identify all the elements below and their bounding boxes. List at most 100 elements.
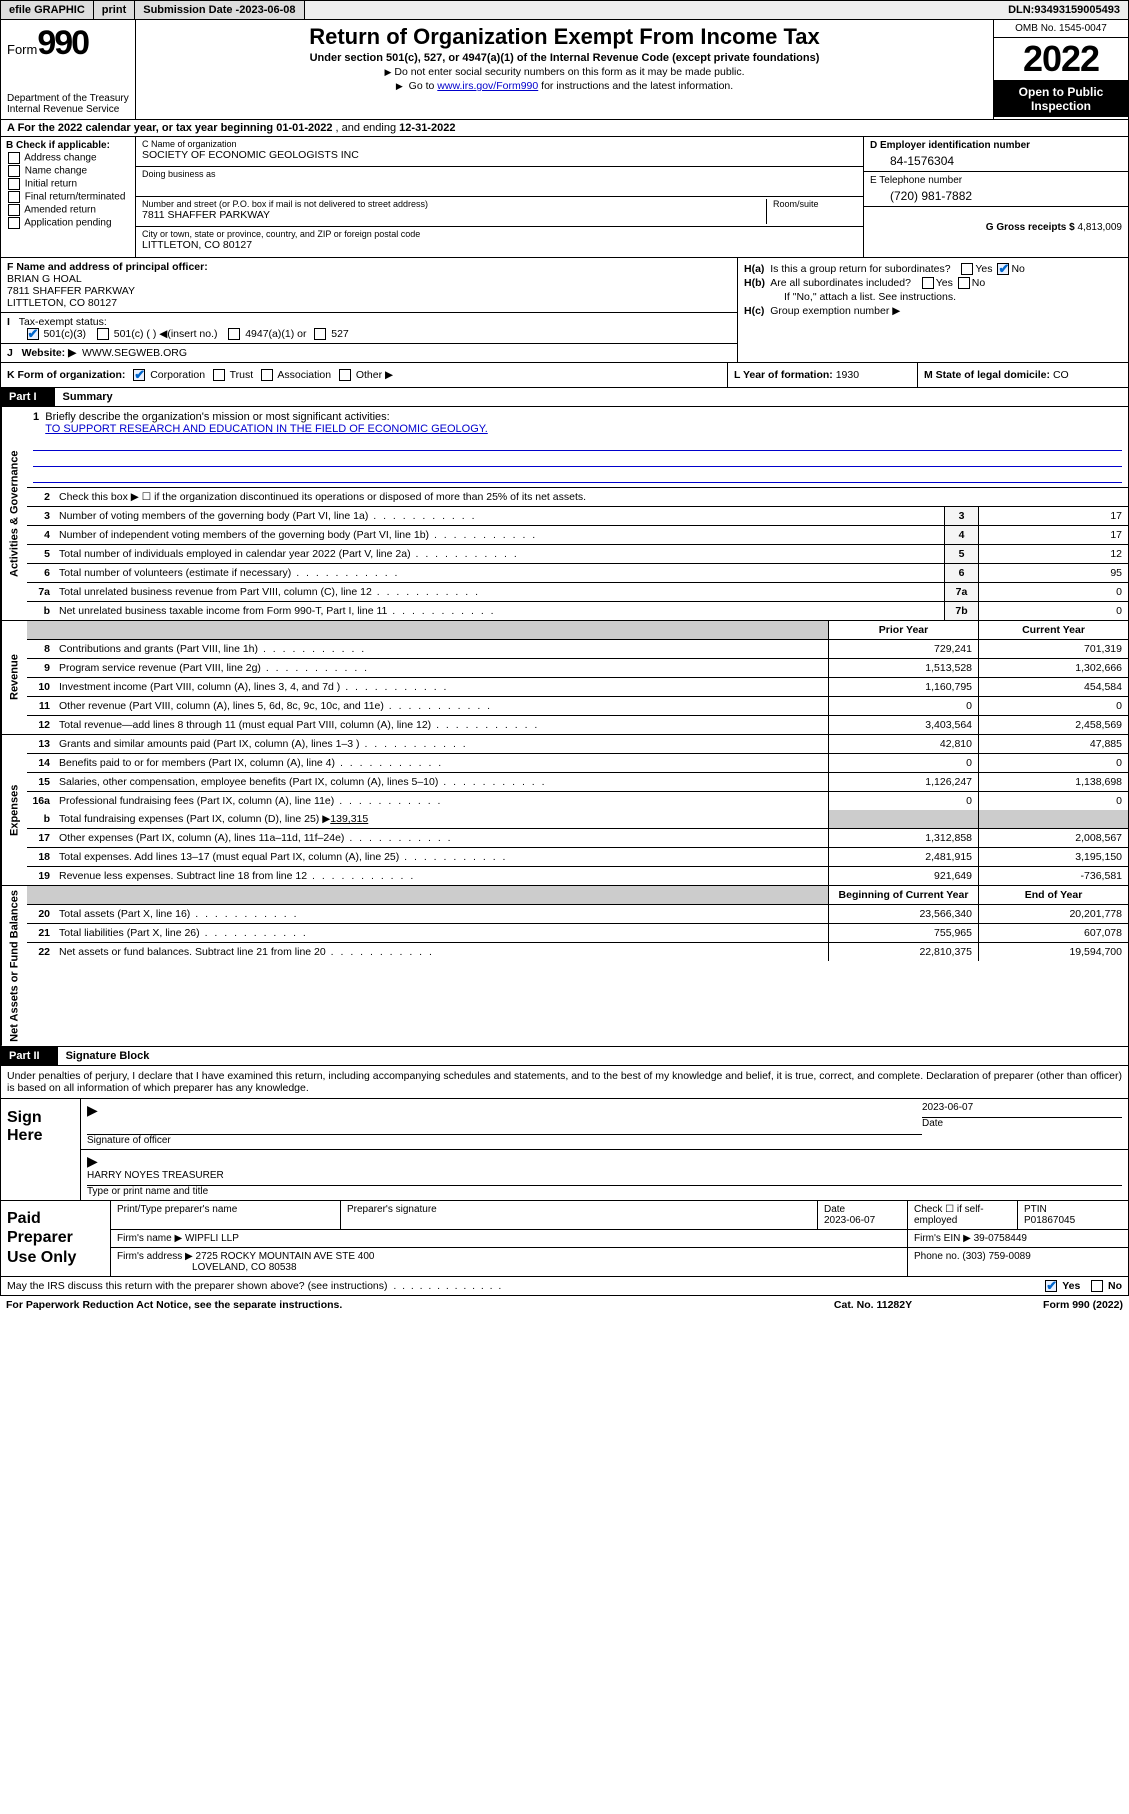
- ha-label: Is this a group return for subordinates?: [770, 263, 950, 275]
- checkbox-name-change[interactable]: [8, 165, 20, 177]
- firm-ein-label: Firm's EIN ▶: [914, 1233, 974, 1244]
- print-button[interactable]: print: [94, 1, 135, 19]
- summary-line: 21Total liabilities (Part X, line 26)755…: [27, 924, 1128, 943]
- efile-graphic-button[interactable]: efile GRAPHIC: [1, 1, 94, 19]
- summary-line: 14Benefits paid to or for members (Part …: [27, 754, 1128, 773]
- checkbox-discuss-yes[interactable]: [1045, 1280, 1057, 1292]
- expenses-section: Expenses 13Grants and similar amounts pa…: [0, 735, 1129, 886]
- year-formation: 1930: [836, 369, 859, 381]
- form-title: Return of Organization Exempt From Incom…: [144, 24, 985, 50]
- ptin-label: PTIN: [1024, 1204, 1047, 1215]
- part-ii-num: Part II: [9, 1050, 58, 1062]
- firm-name: WIPFLI LLP: [185, 1233, 239, 1244]
- officer-addr1: 7811 SHAFFER PARKWAY: [7, 285, 135, 297]
- officer-name: BRIAN G HOAL: [7, 273, 82, 285]
- vlabel-revenue: Revenue: [1, 621, 27, 734]
- tel-label: E Telephone number: [870, 175, 962, 186]
- street-address: 7811 SHAFFER PARKWAY: [142, 209, 760, 221]
- summary-line: 22Net assets or fund balances. Subtract …: [27, 943, 1128, 961]
- summary-line: 6Total number of volunteers (estimate if…: [27, 564, 1128, 583]
- note-goto-a: Go to: [409, 80, 438, 92]
- checkbox-discuss-no[interactable]: [1091, 1280, 1103, 1292]
- website-label: Website: ▶: [22, 347, 77, 359]
- discuss-footer: May the IRS discuss this return with the…: [0, 1277, 1129, 1296]
- revenue-section: Revenue Prior Year Current Year 8Contrib…: [0, 621, 1129, 735]
- part-ii-title: Signature Block: [58, 1047, 1128, 1065]
- mission-text: TO SUPPORT RESEARCH AND EDUCATION IN THE…: [45, 423, 488, 435]
- summary-line: 16aProfessional fundraising fees (Part I…: [27, 792, 1128, 810]
- sig-officer-label: Signature of officer: [87, 1135, 171, 1146]
- section-k-l-m: K Form of organization: Corporation Trus…: [0, 363, 1129, 388]
- part-ii-header: Part II Signature Block: [0, 1047, 1129, 1066]
- checkbox-4947[interactable]: [228, 328, 240, 340]
- header-left: Form990 Department of the Treasury Inter…: [1, 20, 136, 119]
- summary-line: bNet unrelated business taxable income f…: [27, 602, 1128, 620]
- summary-line: 15Salaries, other compensation, employee…: [27, 773, 1128, 792]
- section-m: M State of legal domicile: CO: [918, 363, 1128, 387]
- dln-label: DLN:: [1008, 4, 1034, 16]
- checkbox-final-return[interactable]: [8, 191, 20, 203]
- dln: DLN: 93493159005493: [1000, 1, 1128, 19]
- section-l: L Year of formation: 1930: [728, 363, 918, 387]
- dba-label: Doing business as: [142, 169, 857, 179]
- summary-line: 7aTotal unrelated business revenue from …: [27, 583, 1128, 602]
- period-mid: , and ending: [336, 122, 400, 134]
- form-subtitle: Under section 501(c), 527, or 4947(a)(1)…: [144, 52, 985, 64]
- sign-here: Sign Here Signature of officer 2023-06-0…: [0, 1099, 1129, 1201]
- b-header: B Check if applicable:: [6, 140, 110, 151]
- prep-sig-label: Preparer's signature: [341, 1201, 818, 1229]
- checkbox-other[interactable]: [339, 369, 351, 381]
- firm-addr1: 2725 ROCKY MOUNTAIN AVE STE 400: [196, 1251, 375, 1262]
- summary-line: 9Program service revenue (Part VIII, lin…: [27, 659, 1128, 678]
- section-c: C Name of organization SOCIETY OF ECONOM…: [136, 137, 863, 257]
- vlabel-net-assets: Net Assets or Fund Balances: [1, 886, 27, 1046]
- hb-label: Are all subordinates included?: [770, 277, 911, 289]
- checkbox-corporation[interactable]: [133, 369, 145, 381]
- firm-ein: 39-0758449: [974, 1233, 1027, 1244]
- paid-preparer: Paid Preparer Use Only Print/Type prepar…: [0, 1201, 1129, 1277]
- checkbox-amended[interactable]: [8, 204, 20, 216]
- dept-treasury: Department of the Treasury Internal Reve…: [7, 93, 129, 115]
- summary-line: 13Grants and similar amounts paid (Part …: [27, 735, 1128, 754]
- prep-name-label: Print/Type preparer's name: [111, 1201, 341, 1229]
- summary-line: 8Contributions and grants (Part VIII, li…: [27, 640, 1128, 659]
- submission-date-value: 2023-06-08: [239, 4, 295, 16]
- summary-line: 3Number of voting members of the governi…: [27, 507, 1128, 526]
- prep-date-label: Date: [824, 1204, 845, 1215]
- checkbox-hb-no[interactable]: [958, 277, 970, 289]
- city-state-zip: LITTLETON, CO 80127: [142, 239, 857, 251]
- summary-line: 4Number of independent voting members of…: [27, 526, 1128, 545]
- checkbox-application-pending[interactable]: [8, 217, 20, 229]
- section-f: F Name and address of principal officer:…: [1, 258, 737, 313]
- part-i-header: Part I Summary: [0, 388, 1129, 407]
- period-end: 12-31-2022: [399, 122, 455, 134]
- checkbox-ha-no[interactable]: [997, 263, 1009, 275]
- checkbox-trust[interactable]: [213, 369, 225, 381]
- checkbox-501c3[interactable]: [27, 328, 39, 340]
- cat-no: Cat. No. 11282Y: [773, 1299, 973, 1311]
- website-value: WWW.SEGWEB.ORG: [82, 347, 187, 359]
- ein-value: 84-1576304: [870, 151, 1122, 168]
- checkbox-association[interactable]: [261, 369, 273, 381]
- current-year-header: Current Year: [978, 621, 1128, 639]
- section-d-e-g: D Employer identification number 84-1576…: [863, 137, 1128, 257]
- tax-period: A For the 2022 calendar year, or tax yea…: [0, 120, 1129, 137]
- firm-phone-label: Phone no.: [914, 1251, 962, 1262]
- line-1: 1 Briefly describe the organization's mi…: [27, 407, 1128, 487]
- activities-governance: Activities & Governance 1 Briefly descri…: [0, 407, 1129, 621]
- checkbox-address-change[interactable]: [8, 152, 20, 164]
- line-16b: Total fundraising expenses (Part IX, col…: [55, 810, 828, 828]
- vlabel-governance: Activities & Governance: [1, 407, 27, 620]
- checkbox-501c[interactable]: [97, 328, 109, 340]
- period-a: A For the 2022 calendar year, or tax yea…: [7, 122, 276, 134]
- hc-label: Group exemption number ▶: [770, 305, 900, 317]
- checkbox-ha-yes[interactable]: [961, 263, 973, 275]
- c-name-label: C Name of organization: [142, 139, 857, 149]
- checkbox-527[interactable]: [314, 328, 326, 340]
- checkbox-initial-return[interactable]: [8, 178, 20, 190]
- checkbox-hb-yes[interactable]: [922, 277, 934, 289]
- summary-line: 5Total number of individuals employed in…: [27, 545, 1128, 564]
- irs-link[interactable]: www.irs.gov/Form990: [437, 80, 538, 92]
- ptin: P01867045: [1024, 1215, 1075, 1226]
- line-2: Check this box ▶ ☐ if the organization d…: [55, 488, 1128, 506]
